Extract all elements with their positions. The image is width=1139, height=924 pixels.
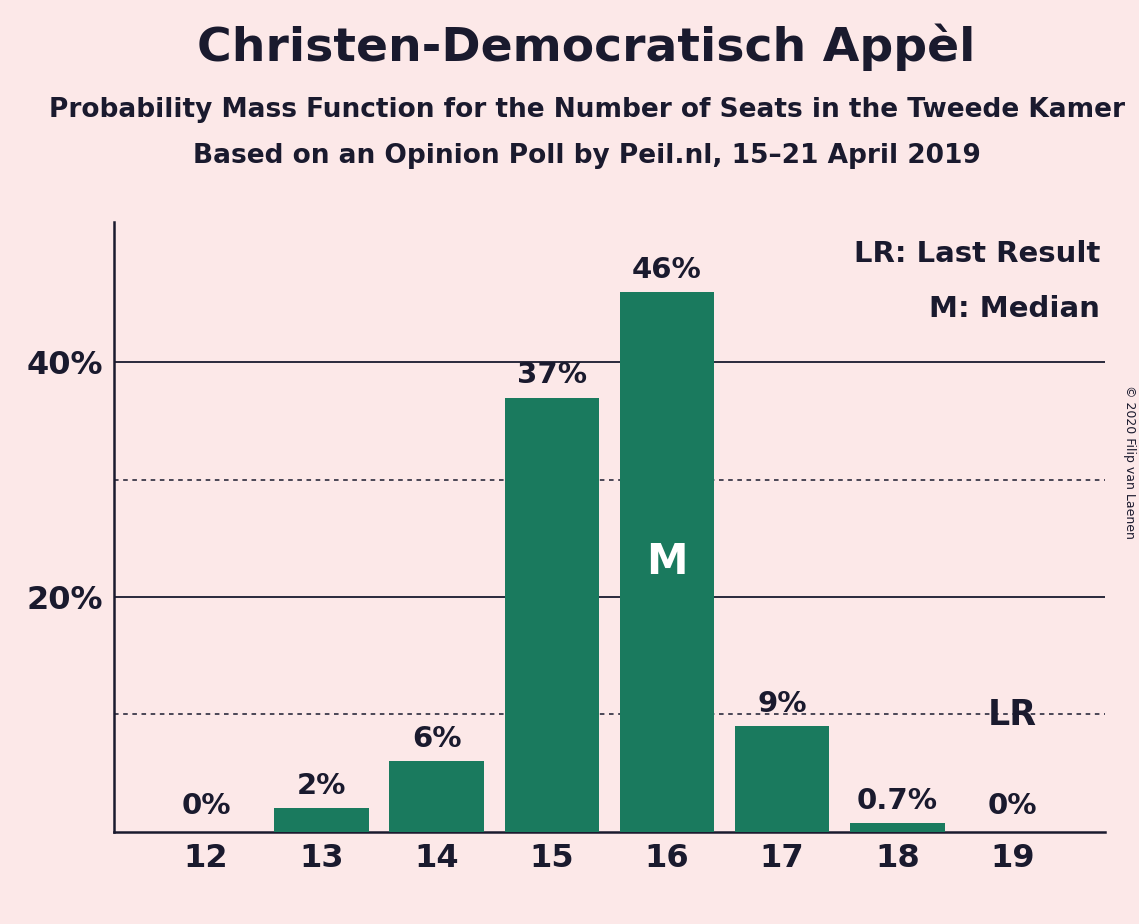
Text: Based on an Opinion Poll by Peil.nl, 15–21 April 2019: Based on an Opinion Poll by Peil.nl, 15–… (192, 143, 981, 169)
Bar (850, 823, 944, 832)
Text: 6%: 6% (412, 725, 461, 753)
Bar (505, 397, 599, 832)
Bar (390, 761, 484, 832)
Bar (620, 292, 714, 832)
Text: 46%: 46% (632, 256, 702, 284)
Text: 9%: 9% (757, 690, 806, 718)
Text: 0%: 0% (988, 792, 1038, 820)
Text: M: Median: M: Median (929, 295, 1100, 323)
Text: LR: LR (988, 698, 1036, 732)
Text: 0%: 0% (181, 792, 231, 820)
Text: 2%: 2% (296, 772, 346, 800)
Text: 37%: 37% (517, 361, 587, 389)
Text: Probability Mass Function for the Number of Seats in the Tweede Kamer: Probability Mass Function for the Number… (49, 97, 1124, 123)
Text: M: M (646, 541, 688, 583)
Text: LR: Last Result: LR: Last Result (853, 240, 1100, 268)
Text: 0.7%: 0.7% (857, 787, 937, 815)
Text: Christen-Democratisch Appèl: Christen-Democratisch Appèl (197, 23, 976, 70)
Bar (735, 726, 829, 832)
Bar (274, 808, 369, 832)
Text: © 2020 Filip van Laenen: © 2020 Filip van Laenen (1123, 385, 1137, 539)
